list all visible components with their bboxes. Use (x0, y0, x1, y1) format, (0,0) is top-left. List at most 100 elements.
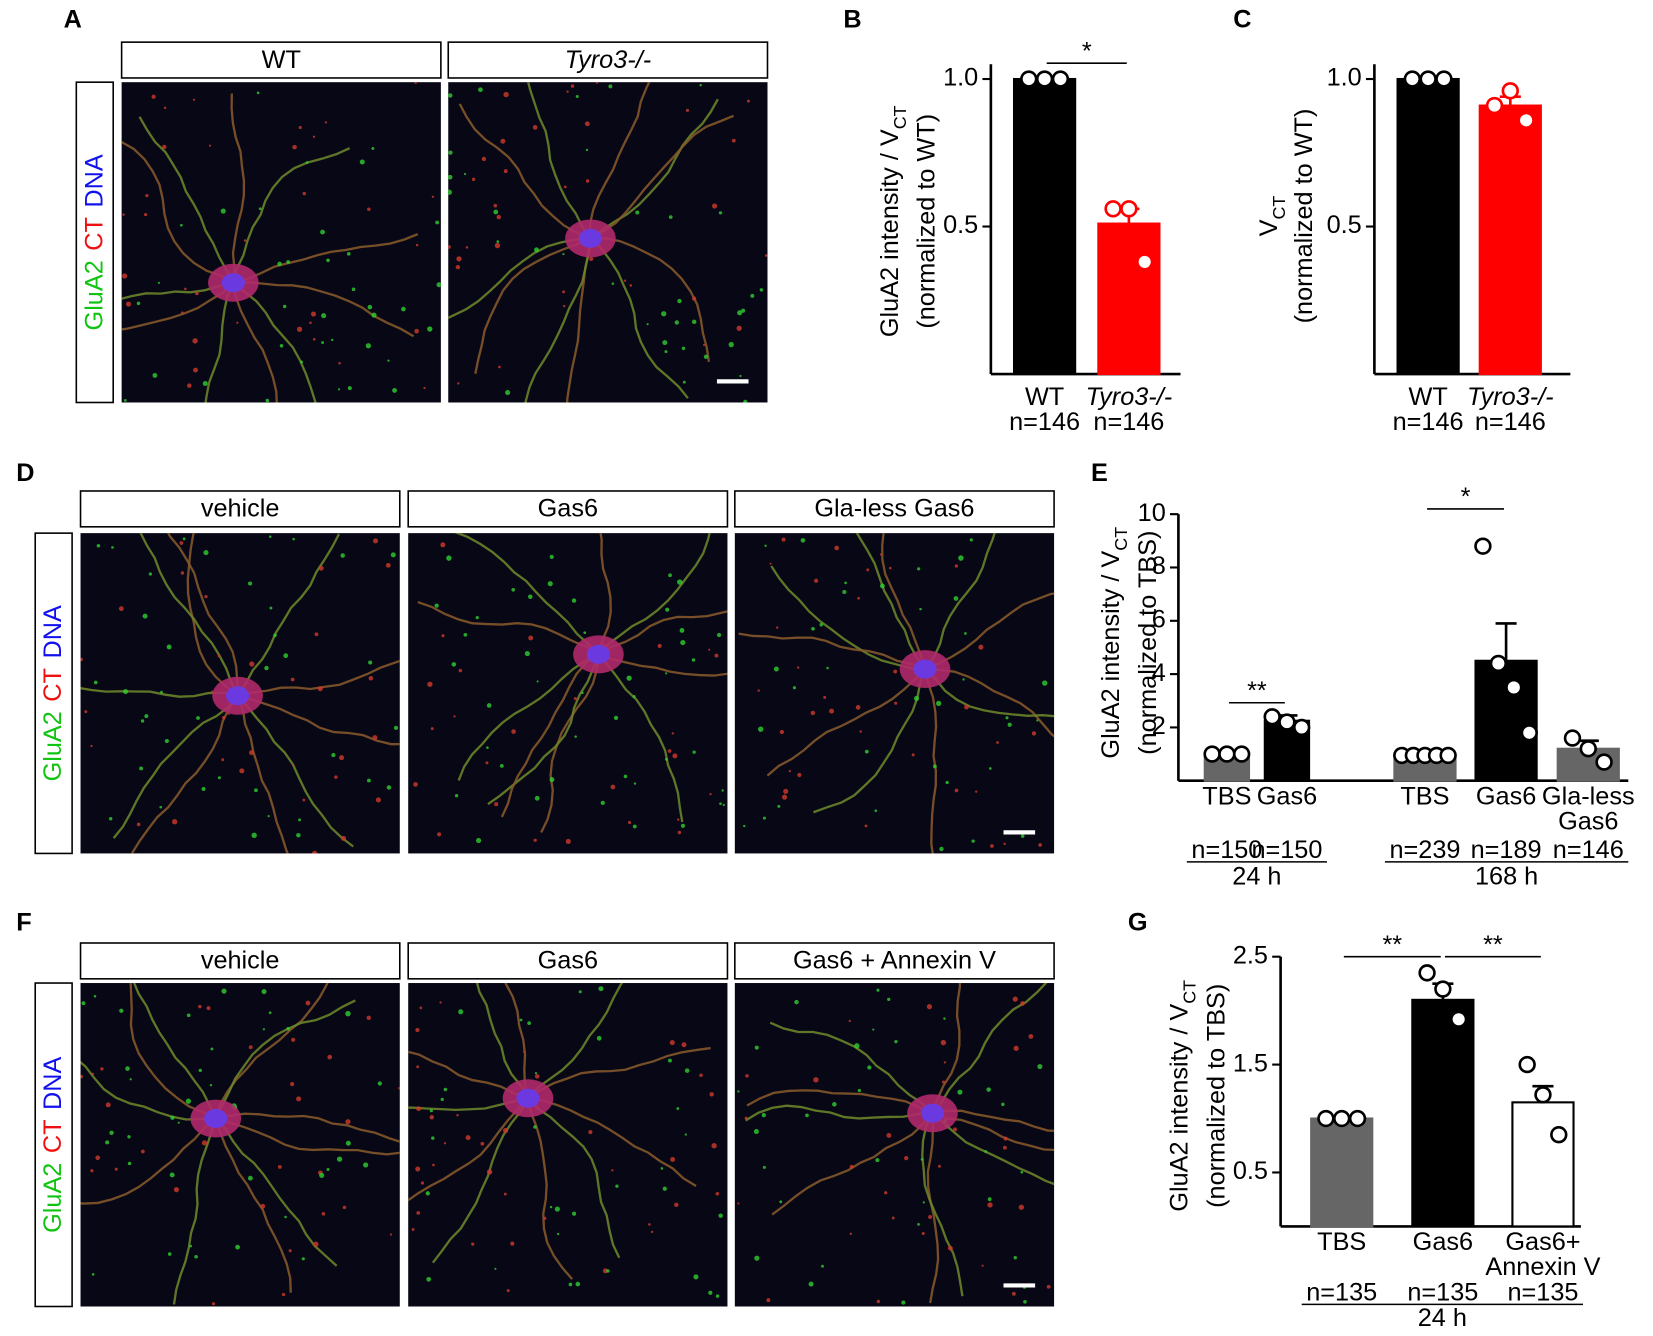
puncta (451, 662, 457, 667)
dendrite (236, 533, 341, 697)
puncta (532, 125, 538, 130)
puncta (503, 91, 509, 98)
puncta (805, 1113, 809, 1118)
puncta (192, 98, 196, 101)
puncta (496, 214, 502, 220)
channel-name: CT (39, 668, 67, 702)
channel-name: DNA (39, 1057, 67, 1110)
puncta (781, 794, 788, 800)
puncta (623, 279, 627, 282)
puncta (80, 1074, 84, 1079)
n-label: n=150 (1251, 836, 1322, 864)
dendrite (931, 983, 1048, 1114)
puncta (523, 1050, 526, 1053)
puncta (426, 1276, 432, 1282)
dendrite (474, 237, 591, 374)
puncta (351, 287, 356, 292)
puncta (90, 744, 93, 748)
puncta (162, 144, 167, 150)
puncta (699, 1073, 703, 1078)
puncta (978, 644, 984, 650)
puncta (235, 1244, 240, 1250)
puncta (788, 770, 791, 773)
x-tick-label: Gas6 (1476, 782, 1536, 810)
channel-box (75, 81, 114, 404)
dendrite (590, 237, 711, 363)
y-axis-label-subscript: CT (1111, 527, 1131, 551)
puncta (157, 281, 161, 284)
n-label: n=146 (1093, 408, 1164, 436)
puncta (737, 310, 743, 316)
dendrite (80, 1060, 216, 1121)
puncta (602, 1268, 608, 1274)
y-axis-label: VCT (1255, 196, 1289, 237)
puncta (957, 1089, 963, 1095)
puncta (731, 138, 736, 143)
puncta (936, 700, 942, 707)
puncta (1007, 722, 1012, 727)
puncta (292, 144, 297, 150)
puncta (221, 715, 226, 720)
puncta (419, 1006, 423, 1010)
puncta (657, 643, 662, 648)
puncta (939, 846, 944, 852)
micrograph (408, 533, 728, 854)
puncta (506, 1289, 510, 1293)
puncta (456, 256, 462, 262)
puncta (171, 819, 178, 825)
puncta (857, 596, 860, 600)
puncta (814, 578, 819, 583)
puncta (692, 750, 696, 754)
header-box (447, 41, 769, 79)
puncta (712, 203, 718, 209)
puncta (144, 714, 149, 719)
data-point (1317, 1109, 1335, 1128)
puncta (987, 1202, 993, 1208)
puncta (954, 788, 959, 793)
puncta (759, 288, 764, 292)
n-label: n=135 (1407, 1279, 1478, 1307)
puncta (677, 298, 682, 304)
puncta (80, 657, 83, 662)
puncta (317, 686, 323, 692)
puncta (284, 1215, 287, 1219)
puncta (709, 792, 712, 796)
puncta (249, 661, 255, 667)
puncta (326, 258, 330, 263)
puncta (808, 1281, 814, 1287)
puncta (588, 1130, 593, 1135)
puncta (703, 354, 709, 359)
dendrite (408, 1097, 529, 1112)
puncta (680, 640, 686, 646)
puncta (736, 325, 742, 331)
puncta (119, 1008, 124, 1013)
puncta (184, 287, 187, 291)
data-point (1435, 70, 1453, 88)
puncta (448, 174, 453, 180)
dendrite (458, 103, 591, 240)
puncta (261, 989, 267, 995)
puncta (611, 1169, 614, 1172)
data-point (1474, 537, 1492, 555)
nucleus (586, 644, 611, 664)
puncta (887, 997, 891, 1001)
nucleus (204, 1109, 228, 1129)
puncta (534, 247, 539, 253)
puncta (1020, 1001, 1025, 1006)
y-tick-label: 1.0 (1327, 64, 1362, 92)
puncta (627, 820, 632, 825)
puncta (969, 538, 973, 542)
puncta (556, 1232, 560, 1236)
dendrite (215, 1117, 400, 1156)
puncta (623, 774, 628, 779)
puncta (981, 1264, 984, 1267)
dendrite (214, 999, 356, 1120)
neuron (737, 983, 1055, 1305)
data-point (1418, 964, 1436, 982)
significance-label: ** (1483, 931, 1503, 959)
puncta (1020, 834, 1025, 838)
channel-box (34, 532, 73, 855)
puncta (568, 1282, 573, 1287)
puncta (676, 1107, 680, 1110)
puncta (1005, 716, 1009, 720)
